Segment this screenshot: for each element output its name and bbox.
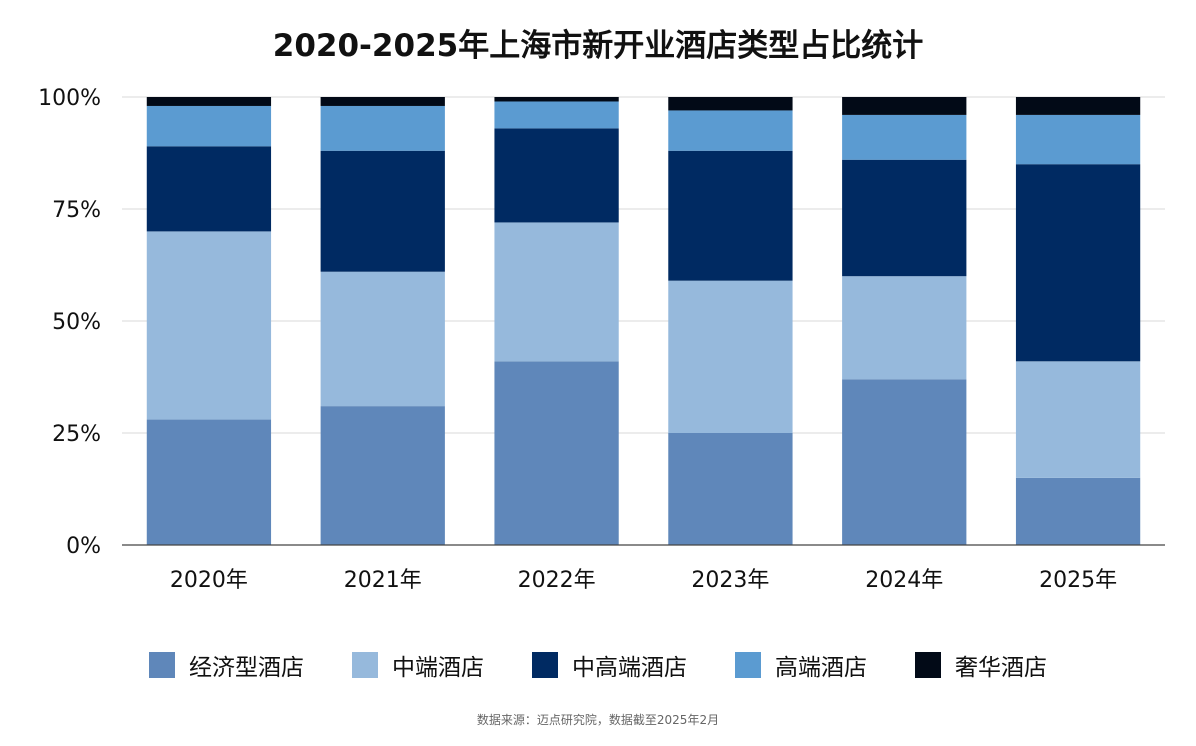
bar-segment — [1015, 477, 1141, 545]
bar-segment — [146, 231, 272, 420]
legend-label: 奢华酒店 — [955, 655, 1047, 681]
bar-segment — [842, 379, 967, 545]
bar-segment — [1015, 361, 1141, 478]
legend-item: 高端酒店 — [735, 648, 867, 682]
legend-item: 经济型酒店 — [149, 648, 304, 682]
source-note: 数据来源：迈点研究院，数据截至2025年2月 — [476, 713, 720, 727]
bar-segment — [320, 105, 445, 151]
bar-segment — [842, 159, 967, 277]
legend-label: 中端酒店 — [392, 655, 484, 681]
bar-segment — [320, 150, 445, 272]
bar-segment — [494, 128, 619, 223]
bar-segment — [494, 97, 619, 102]
y-tick-label: 100% — [38, 86, 101, 111]
stacked-bar-chart: 0% 25% 50% 75% 100% 2020年 2021年 2022年 2023年 2024年… — [38, 86, 1165, 593]
bar-segment — [146, 419, 272, 545]
bar-segment — [320, 406, 445, 545]
bar-segment — [668, 97, 793, 111]
legend-item: 中高端酒店 — [532, 648, 687, 682]
bar-segment — [494, 222, 619, 362]
legend-label: 经济型酒店 — [189, 655, 304, 681]
bar-segment — [668, 280, 793, 433]
x-tick-label: 2025年 — [1039, 568, 1117, 593]
legend-swatch — [352, 652, 378, 678]
bar-segment — [668, 150, 793, 281]
bar-segment — [1015, 164, 1141, 362]
bar-segment — [320, 97, 445, 106]
legend-swatch — [149, 652, 175, 678]
x-tick-label: 2023年 — [691, 568, 769, 593]
y-tick-label: 25% — [52, 422, 101, 447]
legend-label: 高端酒店 — [775, 655, 867, 681]
bar-segment — [842, 276, 967, 380]
bar-segment — [668, 110, 793, 151]
bar-segment — [146, 105, 272, 147]
y-tick-label: 0% — [66, 534, 101, 559]
y-tick-label: 75% — [52, 198, 101, 223]
legend-item: 奢华酒店 — [915, 648, 1047, 682]
legend-swatch — [735, 652, 761, 678]
bar-segment — [842, 114, 967, 160]
bar-segment — [494, 101, 619, 129]
bar-segment — [1015, 97, 1141, 115]
legend-label: 中高端酒店 — [572, 655, 687, 681]
bar-segment — [1015, 114, 1141, 165]
x-tick-label: 2021年 — [344, 568, 422, 593]
chart-legend: 经济型酒店 中端酒店 中高端酒店 高端酒店 奢华酒店 — [0, 648, 1196, 682]
bar-segment — [842, 97, 967, 115]
chart-title: 2020-2025年上海市新开业酒店类型占比统计 — [272, 28, 924, 64]
bar-segment — [146, 97, 272, 106]
legend-swatch — [915, 652, 941, 678]
bar-segment — [320, 271, 445, 407]
x-tick-label: 2024年 — [865, 568, 943, 593]
bar-segment — [668, 433, 793, 545]
legend-swatch — [532, 652, 558, 678]
legend-item: 中端酒店 — [352, 648, 484, 682]
bar-segment — [494, 361, 619, 545]
x-tick-label: 2022年 — [518, 568, 596, 593]
y-tick-label: 50% — [52, 310, 101, 335]
bar-segment — [146, 146, 272, 232]
x-tick-label: 2020年 — [170, 568, 248, 593]
